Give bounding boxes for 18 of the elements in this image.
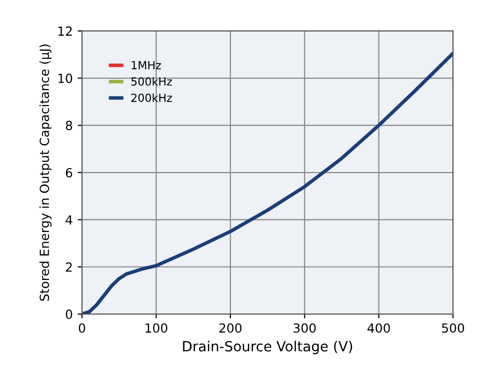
y-tick-label: 6 xyxy=(66,168,72,178)
y-tick-label: 0 xyxy=(66,310,72,319)
x-tick-label: 200 xyxy=(219,323,242,333)
x-tick-label: 100 xyxy=(146,323,168,333)
x-tick-label: 300 xyxy=(294,323,316,333)
y-tick-label: 2 xyxy=(66,262,72,272)
x-axis-title: Drain-Source Voltage (V) xyxy=(183,340,352,354)
y-axis-title: Stored Energy in Output Capacitance (μJ) xyxy=(39,44,52,301)
legend-label: 200kHz xyxy=(131,93,172,102)
x-tick-label: 500 xyxy=(442,323,464,333)
x-tick-label: 400 xyxy=(367,323,390,333)
y-tick-label: 12 xyxy=(58,26,72,36)
legend-label: 500kHz xyxy=(131,77,172,86)
legend-label: 1MHz xyxy=(132,61,161,70)
y-tick-label: 10 xyxy=(58,74,72,84)
y-tick-label: 8 xyxy=(66,120,72,130)
y-tick-label: 4 xyxy=(66,215,72,224)
x-tick-label: 0 xyxy=(78,323,86,333)
